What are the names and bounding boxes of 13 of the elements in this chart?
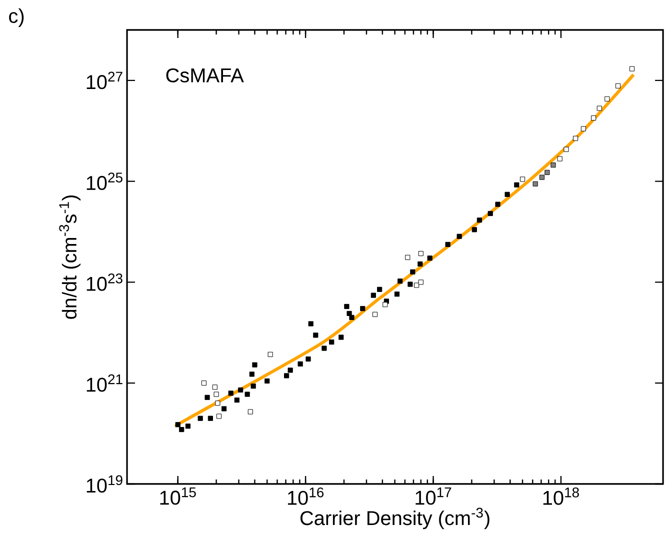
x-tick-label: 10$^{18}$ [543, 487, 579, 505]
x-tick-label: 10$^{15}$ [160, 487, 196, 505]
x-axis-title: Carrier Density (cm$^{-3}$) [300, 508, 490, 530]
y-tick-label: 10$^{21}$ [86, 374, 122, 392]
y-tick-label: 10$^{23}$ [86, 273, 122, 291]
y-tick-label: 10$^{19}$ [86, 475, 122, 493]
y-tick-label: 10$^{27}$ [86, 72, 122, 90]
y-tick-label: 10$^{25}$ [86, 172, 122, 190]
annotation: CsMAFA [166, 68, 244, 82]
x-tick-label: 10$^{17}$ [416, 487, 452, 505]
x-tick-label: 10$^{16}$ [288, 487, 324, 505]
text: c) [9, 8, 24, 27]
y-axis-title: dn/dt (cm$^{-3}$s$^{-1}$) [59, 195, 80, 319]
